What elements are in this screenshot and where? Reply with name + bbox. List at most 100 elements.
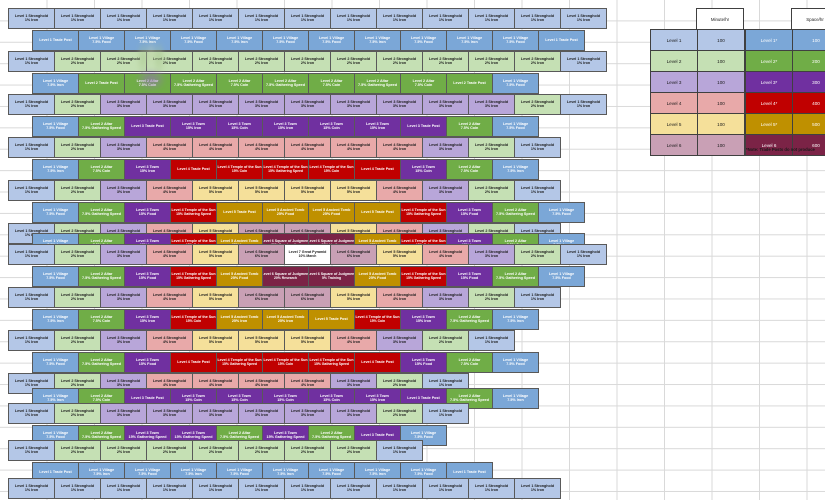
plot-cell-temple-gather[interactable]: Level 4 Temple of the Sun 15% Gathering S… (400, 202, 447, 223)
plot-cell-village-food[interactable]: Level 1 Village 7.5% Food (216, 462, 263, 483)
plot-cell-village-food[interactable]: Level 1 Village 7.5% Food (538, 266, 585, 287)
plot-cell-tomb-food[interactable]: Level 5 Ancient Tomb 25% Food (262, 202, 309, 223)
plot-cell-town-food[interactable]: Level 3 Town 15% Food (446, 202, 493, 223)
plot-cell-great-pyramid[interactable]: Level 7 Great Pyramid 10% March (284, 244, 331, 265)
plot-cell-village-food[interactable]: Level 1 Village 7.5% Food (492, 352, 539, 373)
plot-cell-trade-post-2[interactable]: Level 2 Trade Post (78, 73, 125, 94)
plot-cell-trade-post-5[interactable]: Level 5 Trade Post (308, 309, 355, 330)
plot-cell-village-food[interactable]: Level 1 Village 7.5% Food (32, 116, 79, 137)
plot-cell-village-food[interactable]: Level 1 Village 7.5% Food (492, 30, 539, 51)
plot-cell-town-coin[interactable]: Level 3 Town 15% Coin (400, 159, 447, 180)
plot-cell-temple-gather[interactable]: Level 4 Temple of the Sun 15% Gathering S… (262, 159, 309, 180)
plot-cell-village-food[interactable]: Level 1 Village 7.5% Food (400, 30, 447, 51)
plot-cell-temple-gather[interactable]: Level 4 Temple of the Sun 15% Gathering S… (170, 202, 217, 223)
plot-cell-village-food[interactable]: Level 1 Village 7.5% Food (308, 462, 355, 483)
plot-cell-altar-gather[interactable]: Level 2 Altar 7.5% Gathering Speed (78, 116, 125, 137)
plot-cell-tomb-food[interactable]: Level 5 Ancient Tomb 25% Food (308, 202, 355, 223)
plot-cell-village-food[interactable]: Level 1 Village 7.5% Food (32, 202, 79, 223)
plot-cell-altar-gather[interactable]: Level 2 Altar 7.5% Gathering Speed (78, 266, 125, 287)
plot-cell-village-food[interactable]: Level 1 Village 7.5% Food (170, 30, 217, 51)
plot-cell-town-food[interactable]: Level 3 Town 15% Food (446, 266, 493, 287)
plot-cell-village-food[interactable]: Level 1 Village 7.5% Food (538, 202, 585, 223)
plot-cell-trade-post-1[interactable]: Level 1 Trade Post (32, 30, 79, 51)
plot-cell-village-food[interactable]: Level 1 Village 7.5% Food (492, 116, 539, 137)
plot-cell-altar-gather[interactable]: Level 2 Altar 7.5% Gathering Speed (78, 202, 125, 223)
plot-cell-village-food[interactable]: Level 1 Village 7.5% Food (32, 352, 79, 373)
plot-cell-trade-post-3[interactable]: Level 3 Trade Post (400, 116, 447, 137)
plot-cell-tomb-food[interactable]: Level 5 Ancient Tomb 25% Food (354, 266, 401, 287)
plot-cell-altar-gather[interactable]: Level 2 Altar 7.5% Gathering Speed (446, 309, 493, 330)
